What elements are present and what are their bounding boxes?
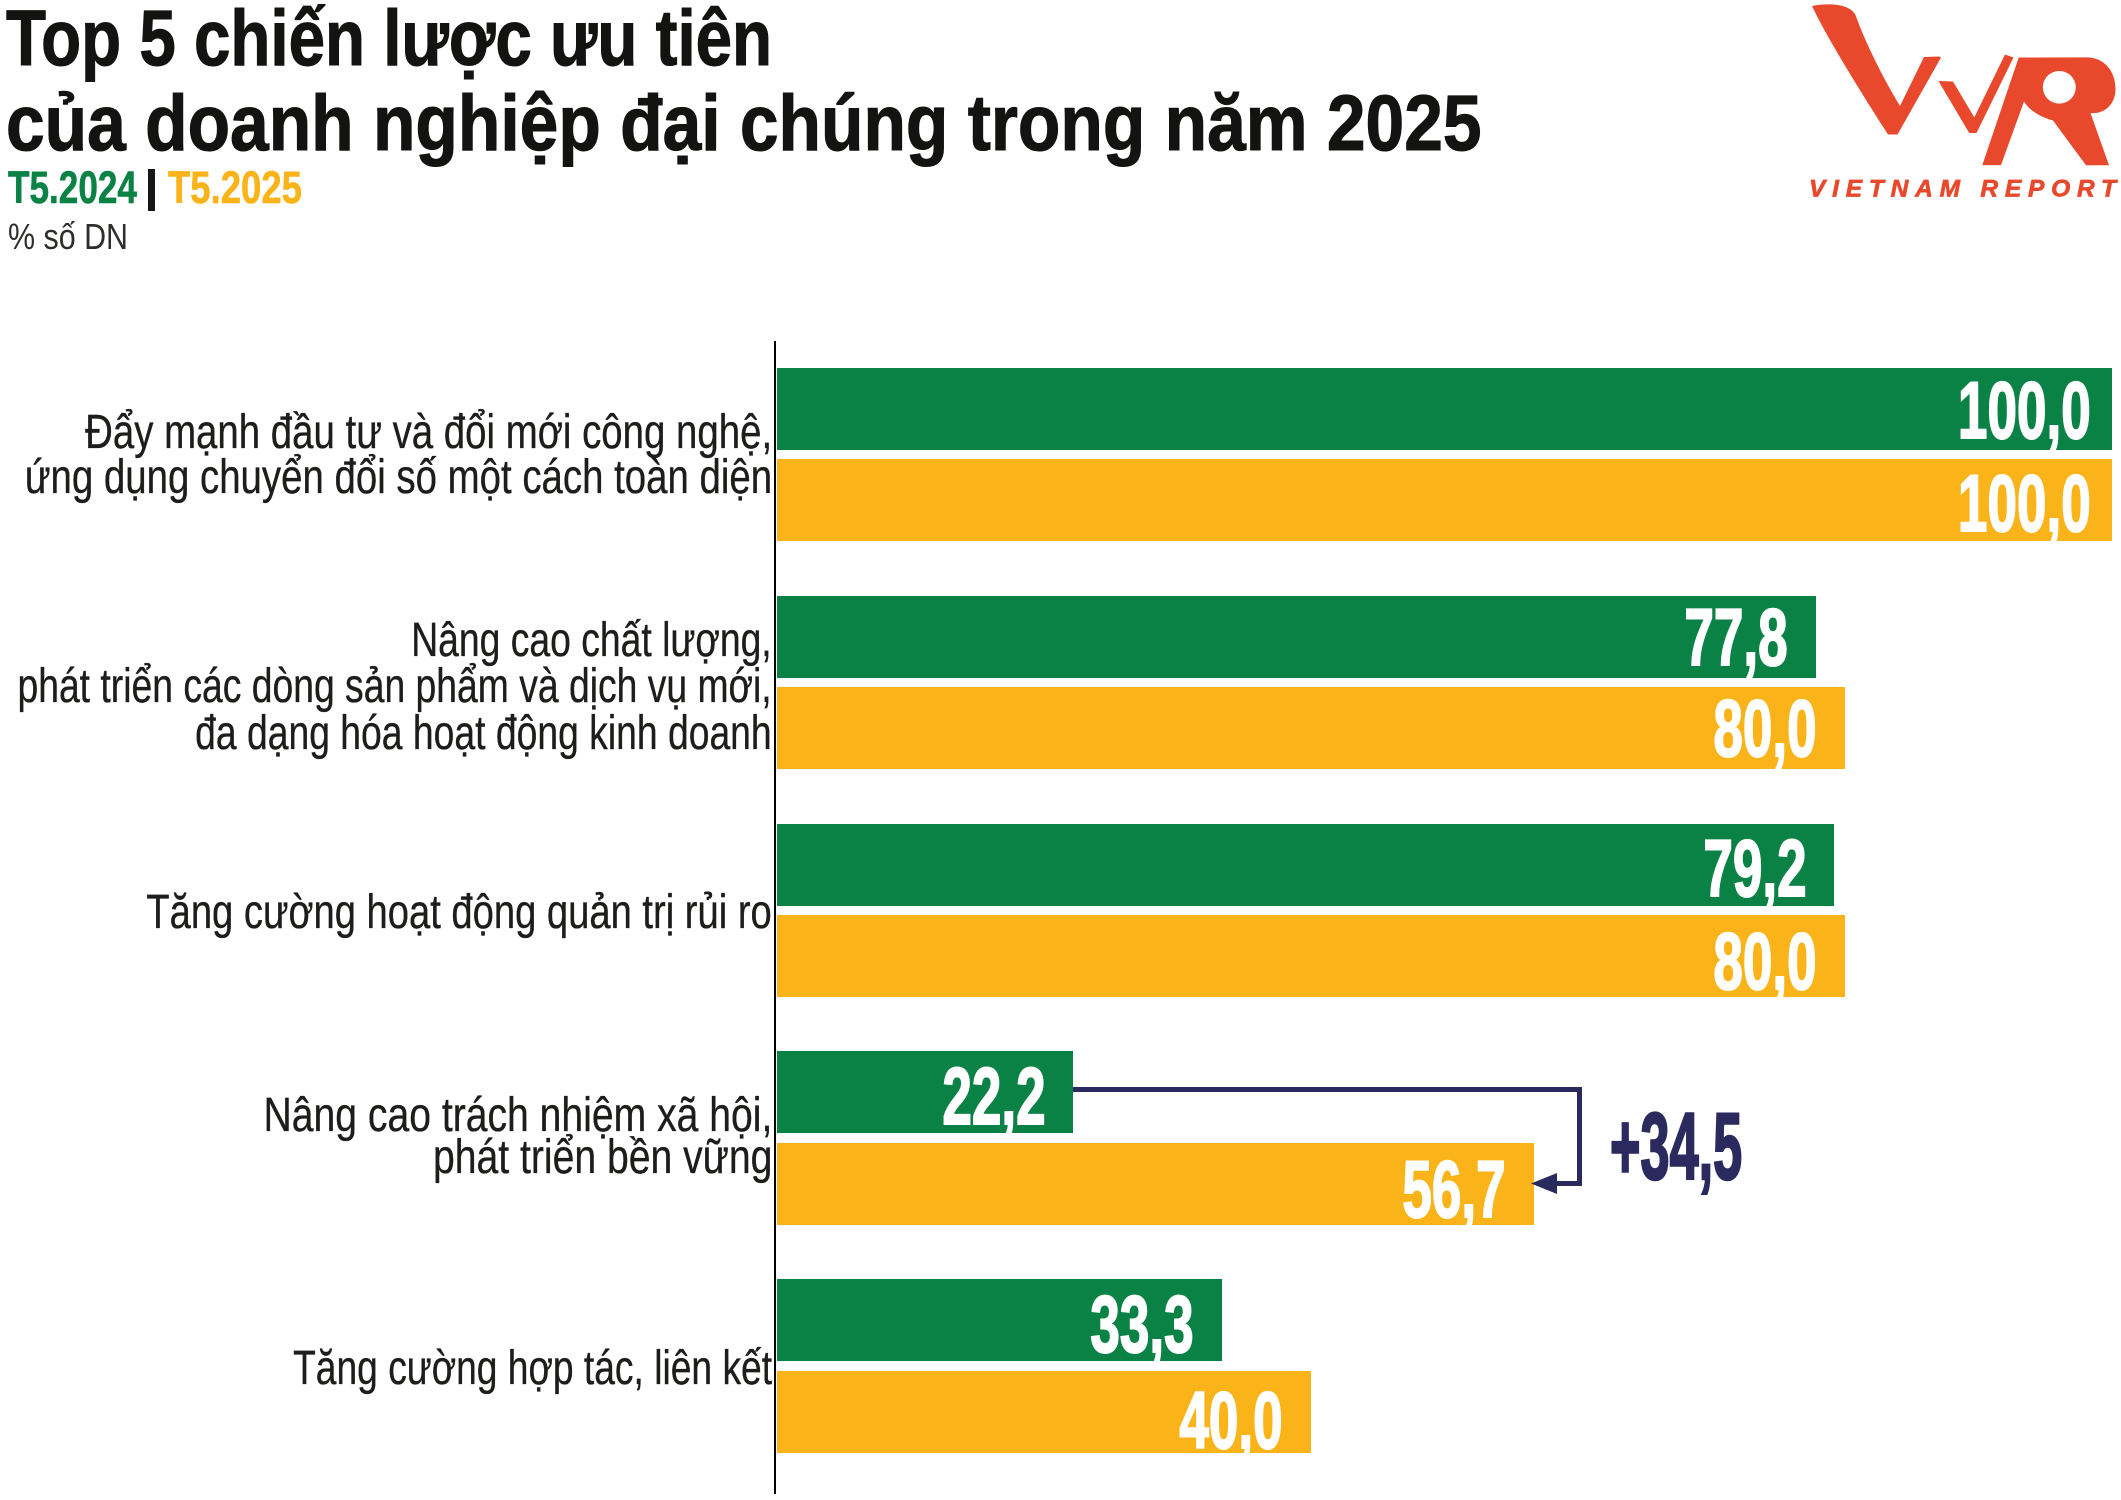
svg-text:VIETNAM REPORT: VIETNAM REPORT — [1809, 176, 2118, 203]
